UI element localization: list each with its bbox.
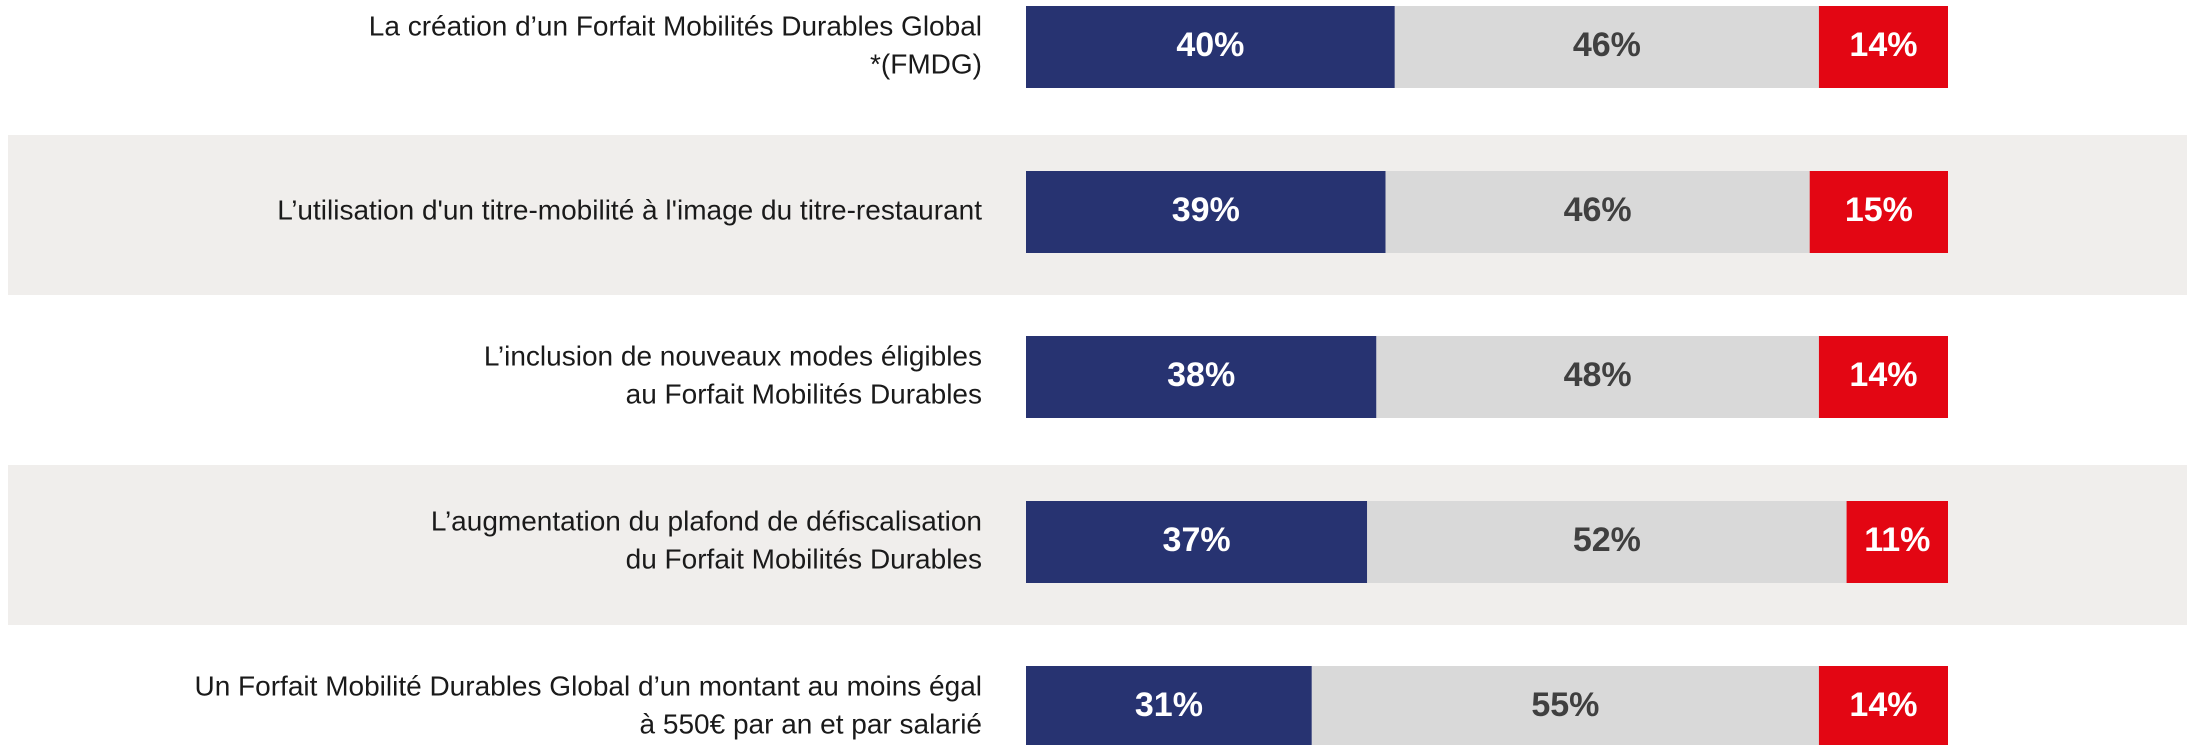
bar-segment: [1818, 336, 1948, 418]
value-label: 37%: [1163, 521, 1231, 559]
category-label: L’augmentation du plafond de défiscalisa…: [431, 505, 982, 536]
value-label: 46%: [1573, 26, 1641, 64]
value-label: 52%: [1573, 521, 1641, 559]
value-label: 14%: [1849, 686, 1917, 724]
category-label: du Forfait Mobilités Durables: [626, 543, 982, 574]
bar-segment: [1026, 6, 1395, 88]
bar-segment: [1026, 666, 1312, 745]
category-label: La création d’un Forfait Mobilités Durab…: [369, 10, 982, 41]
category-label: *(FMDG): [870, 48, 982, 79]
value-label: 40%: [1176, 26, 1244, 64]
bar-segment: [1818, 666, 1948, 745]
category-label: Un Forfait Mobilité Durables Global d’un…: [194, 670, 982, 701]
bar-segment: [1809, 171, 1948, 253]
category-label: L’inclusion de nouveaux modes éligibles: [484, 340, 982, 371]
bar-segment: [1394, 6, 1819, 88]
value-label: 14%: [1849, 356, 1917, 394]
category-label: L’utilisation d'un titre-mobilité à l'im…: [277, 194, 982, 225]
value-label: 39%: [1172, 191, 1240, 229]
value-label: 48%: [1564, 356, 1632, 394]
value-label: 14%: [1849, 26, 1917, 64]
bar-segment: [1376, 336, 1819, 418]
category-label: à 550€ par an et par salarié: [640, 708, 982, 739]
bar-segment: [1026, 501, 1368, 583]
bar-segment: [1026, 171, 1386, 253]
value-label: 46%: [1564, 191, 1632, 229]
bar-segment: [1385, 171, 1810, 253]
value-label: 11%: [1864, 521, 1930, 559]
category-label: au Forfait Mobilités Durables: [626, 378, 982, 409]
value-label: 55%: [1531, 686, 1599, 724]
value-label: 31%: [1135, 686, 1203, 724]
bar-segment: [1311, 666, 1819, 745]
value-label: 38%: [1167, 356, 1235, 394]
bar-segment: [1026, 336, 1377, 418]
bar-segment: [1367, 501, 1847, 583]
bar-segment: [1818, 6, 1948, 88]
value-label: 15%: [1845, 191, 1913, 229]
bar-segment: [1846, 501, 1948, 583]
